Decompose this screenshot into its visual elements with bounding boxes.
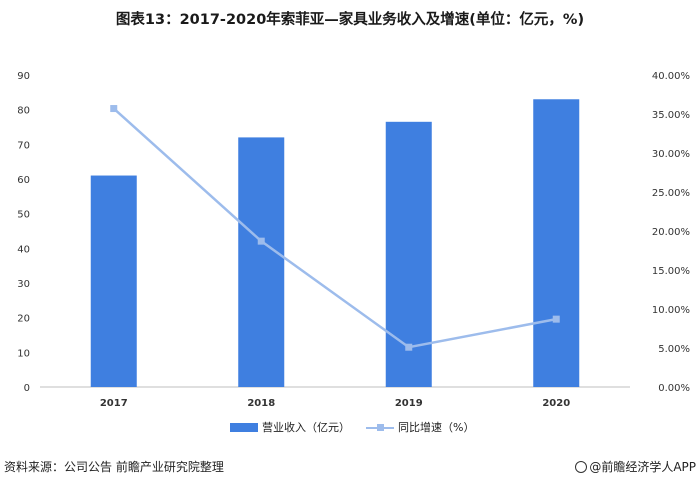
right-tick-label: 0.00% <box>658 383 690 394</box>
x-axis-ticks: 2017 2018 2019 2020 <box>100 398 570 409</box>
left-tick-label: 70 <box>17 140 30 151</box>
left-tick-label: 0 <box>24 383 30 394</box>
legend-line-marker <box>377 424 384 431</box>
legend-line-label: 同比增速（%） <box>398 421 475 434</box>
right-tick-label: 15.00% <box>652 266 690 277</box>
right-tick-label: 20.00% <box>652 227 690 238</box>
growth-point-2018 <box>257 237 265 245</box>
left-tick-label: 10 <box>17 348 30 359</box>
right-tick-label: 30.00% <box>652 149 690 160</box>
bar-2019 <box>385 121 432 388</box>
growth-line <box>112 107 557 349</box>
right-tick-label: 35.00% <box>652 110 690 121</box>
x-tick-label: 2018 <box>247 398 275 409</box>
right-tick-label: 25.00% <box>652 188 690 199</box>
left-tick-label: 50 <box>17 210 30 221</box>
bar-2017 <box>90 175 137 387</box>
right-axis-ticks: 0.00% 5.00% 10.00% 15.00% 20.00% 25.00% 30.00%… <box>652 71 690 394</box>
source-note: 资料来源：公司公告 前瞻产业研究院整理 <box>4 460 224 474</box>
right-tick-label: 40.00% <box>652 71 690 82</box>
bar-2018 <box>238 137 285 387</box>
legend-bar-label: 营业收入（亿元） <box>262 421 350 434</box>
x-tick-label: 2020 <box>542 398 570 409</box>
growth-point-2019 <box>405 343 413 351</box>
left-axis-ticks: 0 10 20 30 40 50 60 70 80 90 <box>17 71 30 394</box>
line-series <box>110 105 560 351</box>
growth-point-2017 <box>110 105 118 113</box>
bar-series <box>90 99 580 388</box>
chart-title: 图表13：2017-2020年索菲亚—家具业务收入及增速(单位：亿元，%) <box>115 12 585 28</box>
brand-logo-icon <box>575 461 588 473</box>
brand-label: @前瞻经济学人APP <box>589 460 696 474</box>
brand-credit: @前瞻经济学人APP <box>575 458 696 475</box>
left-tick-label: 40 <box>17 244 30 255</box>
legend-bar-swatch <box>230 423 258 432</box>
right-tick-label: 5.00% <box>658 344 690 355</box>
left-tick-label: 80 <box>17 106 30 117</box>
bar-2020 <box>533 99 580 388</box>
x-tick-label: 2017 <box>100 398 128 409</box>
left-tick-label: 20 <box>17 314 30 325</box>
right-tick-label: 10.00% <box>652 305 690 316</box>
growth-point-2020 <box>552 315 560 323</box>
x-tick-label: 2019 <box>395 398 423 409</box>
legend: 营业收入（亿元） 同比增速（%） <box>0 419 700 437</box>
left-tick-label: 30 <box>17 279 30 290</box>
left-tick-label: 90 <box>17 71 30 82</box>
left-tick-label: 60 <box>17 175 30 186</box>
